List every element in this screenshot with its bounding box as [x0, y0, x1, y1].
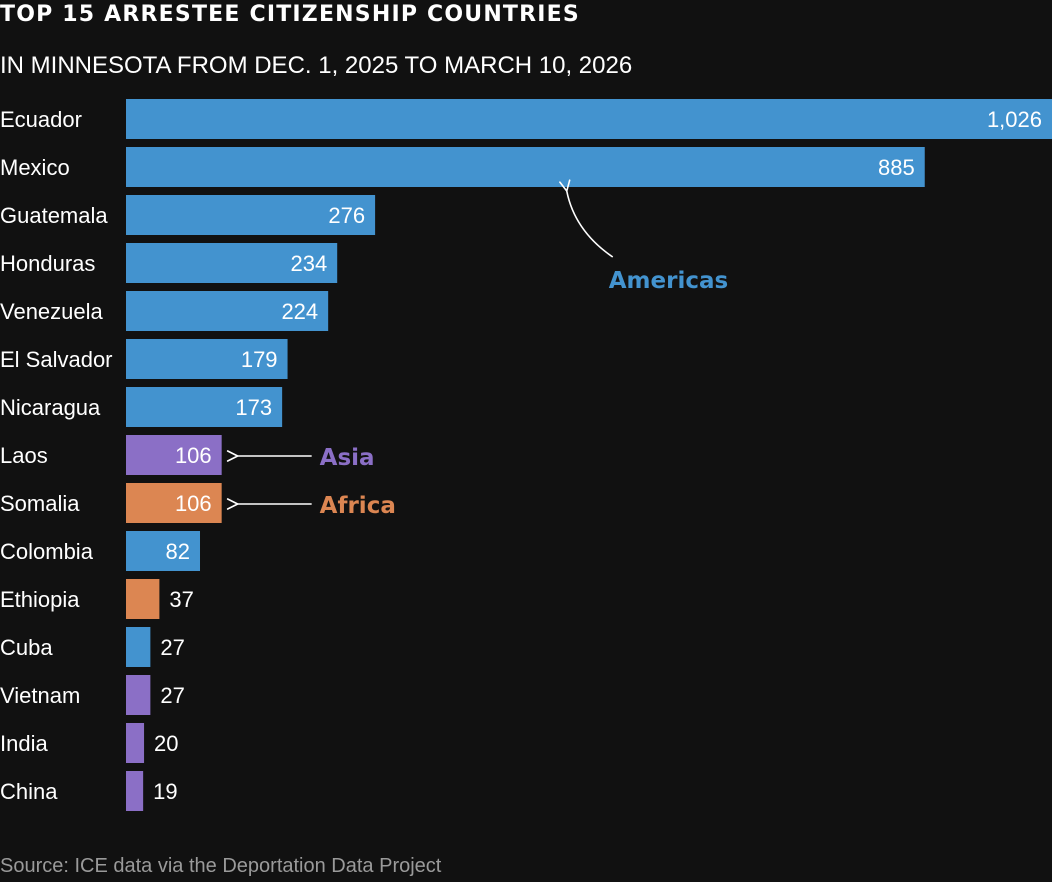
- value-label-el-salvador: 179: [241, 347, 278, 372]
- category-label-cuba: Cuba: [0, 635, 53, 660]
- source-note: Source: ICE data via the Deportation Dat…: [0, 855, 442, 877]
- bar-row-cuba: Cuba 27: [0, 627, 185, 667]
- value-label-guatemala: 276: [328, 203, 365, 228]
- bar-colombia: [126, 531, 201, 571]
- bar-ethiopia: [126, 579, 160, 619]
- bar-row-ethiopia: Ethiopia 37: [0, 579, 194, 619]
- bar-mexico: [126, 147, 925, 187]
- value-label-ecuador: 1,026: [987, 107, 1042, 132]
- category-label-mexico: Mexico: [0, 155, 70, 180]
- bar-row-colombia: Colombia 82: [0, 531, 201, 571]
- bar-row-ecuador: Ecuador 1,026: [0, 99, 1052, 139]
- annotation-layer: Americas Asia Africa: [226, 179, 728, 519]
- bar-row-mexico: Mexico 885: [0, 147, 925, 187]
- value-label-vietnam: 27: [160, 683, 184, 708]
- bar-row-nicaragua: Nicaragua 173: [0, 387, 283, 427]
- bar-ecuador: [126, 99, 1052, 139]
- category-label-vietnam: Vietnam: [0, 683, 80, 708]
- bar-venezuela: [126, 291, 329, 331]
- bar-nicaragua: [126, 387, 283, 427]
- bar-laos: [126, 435, 222, 475]
- value-label-mexico: 885: [878, 155, 915, 180]
- value-label-colombia: 82: [166, 539, 190, 564]
- category-label-colombia: Colombia: [0, 539, 94, 564]
- category-label-nicaragua: Nicaragua: [0, 395, 101, 420]
- value-label-honduras: 234: [290, 251, 327, 276]
- annotation-africa: Africa: [226, 493, 396, 519]
- bar-guatemala: [126, 195, 376, 235]
- bar-row-somalia: Somalia 106: [0, 483, 222, 523]
- bar-row-guatemala: Guatemala 276: [0, 195, 376, 235]
- bar-cuba: [126, 627, 151, 667]
- value-label-india: 20: [154, 731, 178, 756]
- value-label-nicaragua: 173: [235, 395, 272, 420]
- bar-row-laos: Laos 106: [0, 435, 222, 475]
- annotation-asia: Asia: [226, 445, 375, 471]
- value-label-china: 19: [153, 779, 177, 804]
- value-label-venezuela: 224: [281, 299, 318, 324]
- chart-title: TOP 15 ARRESTEE CITIZENSHIP COUNTRIES: [0, 2, 580, 27]
- annotation-label-africa: Africa: [320, 493, 396, 519]
- category-label-india: India: [0, 731, 48, 756]
- category-label-guatemala: Guatemala: [0, 203, 108, 228]
- bar-vietnam: [126, 675, 151, 715]
- bar-row-venezuela: Venezuela 224: [0, 291, 329, 331]
- annotation-label-asia: Asia: [320, 445, 375, 471]
- category-label-ecuador: Ecuador: [0, 107, 82, 132]
- bar-row-vietnam: Vietnam 27: [0, 675, 185, 715]
- bar-china: [126, 771, 144, 811]
- bar-row-china: China 19: [0, 771, 178, 811]
- category-label-venezuela: Venezuela: [0, 299, 104, 324]
- bar-row-india: India 20: [0, 723, 179, 763]
- bar-india: [126, 723, 145, 763]
- bar-somalia: [126, 483, 222, 523]
- chart-subtitle: IN MINNESOTA FROM DEC. 1, 2025 TO MARCH …: [0, 52, 633, 79]
- category-label-honduras: Honduras: [0, 251, 95, 276]
- category-label-ethiopia: Ethiopia: [0, 587, 80, 612]
- bar-honduras: [126, 243, 338, 283]
- annotation-label-americas: Americas: [609, 268, 728, 294]
- annotation-arrow-americas: [559, 179, 614, 258]
- value-label-somalia: 106: [175, 491, 212, 516]
- bar-row-el-salvador: El Salvador 179: [0, 339, 288, 379]
- value-label-laos: 106: [175, 443, 212, 468]
- bars-layer: Ecuador 1,026 Mexico 885 Guatemala 276 Hondura…: [0, 99, 1052, 811]
- annotation-americas: Americas: [559, 179, 728, 294]
- category-label-laos: Laos: [0, 443, 48, 468]
- value-label-ethiopia: 37: [169, 587, 193, 612]
- bar-el-salvador: [126, 339, 288, 379]
- bar-row-honduras: Honduras 234: [0, 243, 338, 283]
- value-label-cuba: 27: [160, 635, 184, 660]
- category-label-el-salvador: El Salvador: [0, 347, 113, 372]
- category-label-china: China: [0, 779, 58, 804]
- category-label-somalia: Somalia: [0, 491, 80, 516]
